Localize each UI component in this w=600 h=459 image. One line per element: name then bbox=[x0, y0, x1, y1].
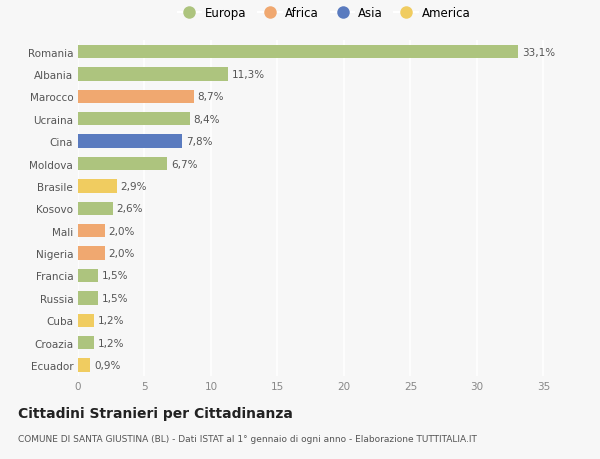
Bar bbox=[78, 113, 190, 126]
Bar bbox=[78, 135, 182, 149]
Text: COMUNE DI SANTA GIUSTINA (BL) - Dati ISTAT al 1° gennaio di ogni anno - Elaboraz: COMUNE DI SANTA GIUSTINA (BL) - Dati IST… bbox=[18, 434, 477, 443]
Text: 1,5%: 1,5% bbox=[102, 271, 128, 281]
Bar bbox=[78, 90, 194, 104]
Bar bbox=[78, 68, 228, 82]
Text: Cittadini Stranieri per Cittadinanza: Cittadini Stranieri per Cittadinanza bbox=[18, 406, 293, 420]
Text: 8,4%: 8,4% bbox=[194, 114, 220, 124]
Legend: Europa, Africa, Asia, America: Europa, Africa, Asia, America bbox=[178, 7, 470, 20]
Bar bbox=[78, 46, 518, 59]
Bar bbox=[78, 291, 98, 305]
Text: 6,7%: 6,7% bbox=[171, 159, 197, 169]
Text: 1,2%: 1,2% bbox=[98, 315, 124, 325]
Bar bbox=[78, 269, 98, 283]
Text: 2,6%: 2,6% bbox=[116, 204, 143, 214]
Bar bbox=[78, 336, 94, 350]
Text: 1,2%: 1,2% bbox=[98, 338, 124, 348]
Text: 7,8%: 7,8% bbox=[186, 137, 212, 147]
Bar bbox=[78, 202, 113, 216]
Text: 2,0%: 2,0% bbox=[109, 248, 135, 258]
Bar bbox=[78, 180, 116, 193]
Bar bbox=[78, 224, 104, 238]
Text: 8,7%: 8,7% bbox=[197, 92, 224, 102]
Text: 11,3%: 11,3% bbox=[232, 70, 265, 80]
Bar bbox=[78, 314, 94, 327]
Text: 2,9%: 2,9% bbox=[121, 181, 147, 191]
Text: 1,5%: 1,5% bbox=[102, 293, 128, 303]
Bar bbox=[78, 247, 104, 260]
Text: 0,9%: 0,9% bbox=[94, 360, 121, 370]
Text: 33,1%: 33,1% bbox=[522, 47, 555, 57]
Bar bbox=[78, 358, 90, 372]
Bar bbox=[78, 157, 167, 171]
Text: 2,0%: 2,0% bbox=[109, 226, 135, 236]
